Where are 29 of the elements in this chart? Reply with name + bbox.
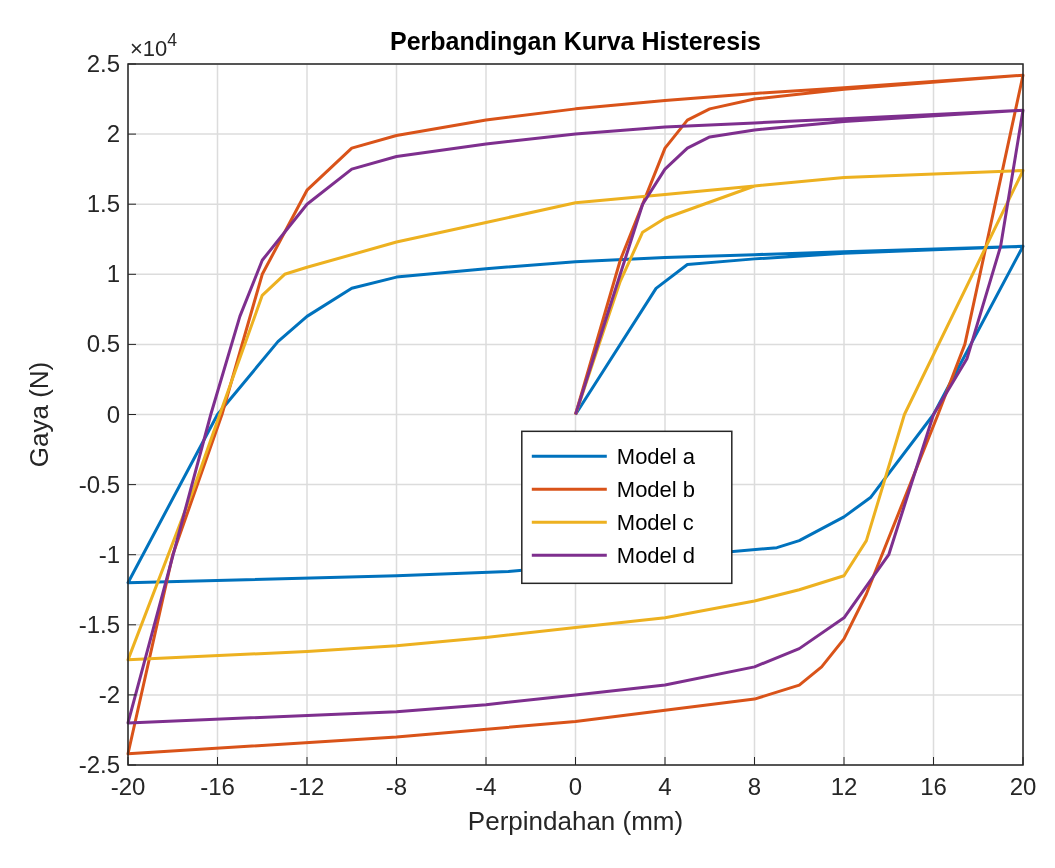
x-tick-label: 0 [568,773,583,800]
legend-label: Model a [616,444,696,470]
x-tick-label: -12 [289,773,325,800]
legend-label: Model c [616,510,694,536]
y-tick-label: -0.5 [78,470,120,498]
x-tick-label: 8 [747,773,762,800]
x-axis-title: Perpindahan (mm) [467,806,684,836]
chart-title: Perbandingan Kurva Histeresis [390,27,761,55]
x-tick-label: -8 [385,773,408,800]
legend-label: Model d [616,543,696,569]
x-tick-label: 20 [1009,773,1037,800]
x-tick-label: -16 [200,773,235,800]
text: ×10$^{4}$ [130,30,178,61]
y-tick-label: -1 [98,540,120,568]
y-tick-label: 2.5 [86,50,120,77]
y-axis-title: Gaya (N) [24,361,54,468]
y-tick-label: 1.5 [86,190,120,218]
y-tick-label: 2 [106,120,120,148]
y-tick-label: 0.5 [86,330,120,358]
y-tick-label: 0 [106,400,120,428]
y-tick-label: -2 [98,680,120,708]
legend-label: Model b [616,477,696,503]
x-tick-label: 12 [830,773,858,800]
y-tick-label: -1.5 [78,610,120,638]
y-tick-label: 1 [106,260,120,288]
x-tick-label: -4 [475,773,497,800]
x-tick-label: 4 [658,773,672,800]
x-tick-label: 16 [920,773,947,800]
line-series [126,169,1025,662]
